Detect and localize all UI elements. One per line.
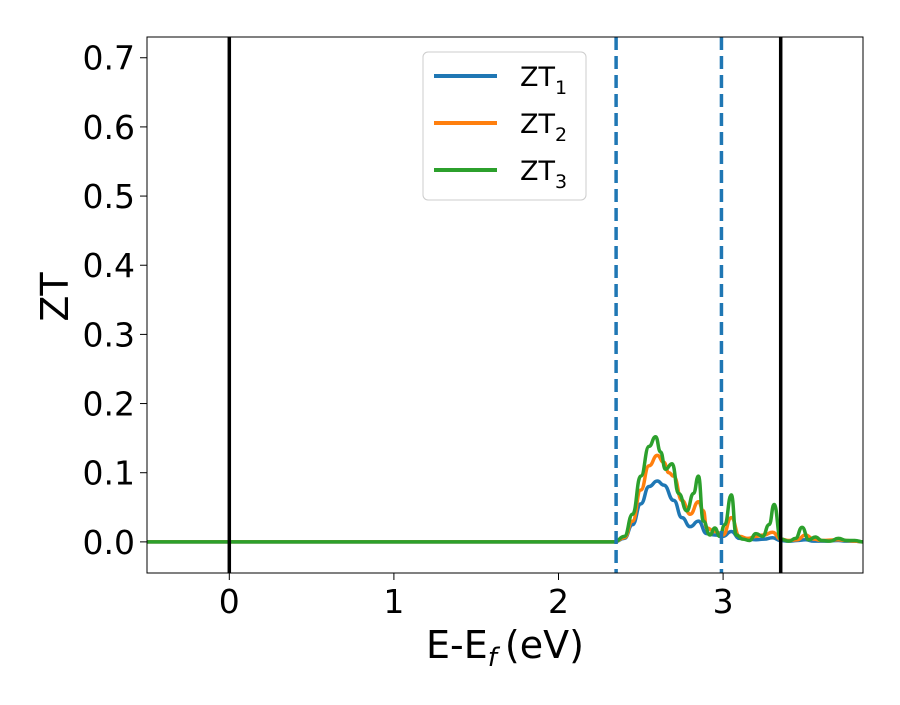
x-tick-label: 1 — [383, 582, 404, 621]
legend-label-1: ZT1 — [520, 62, 567, 99]
x-axis-label: E-Ef (eV) — [426, 623, 584, 673]
y-tick-label: 0.5 — [83, 177, 135, 216]
y-tick-label: 0.4 — [83, 246, 135, 285]
legend-label-2: ZT2 — [520, 109, 567, 146]
y-tick-label: 0.7 — [83, 39, 135, 78]
y-tick-label: 0.2 — [83, 385, 135, 424]
series-line-zt3 — [147, 435, 863, 544]
legend-box — [422, 51, 587, 201]
y-tick-label: 0.1 — [83, 454, 135, 493]
x-axis-label-unit: (eV) — [505, 623, 584, 667]
y-axis-label: ZT — [33, 272, 77, 322]
x-tick-label: 3 — [713, 582, 734, 621]
x-axis-label-subscript: f — [488, 643, 501, 673]
reference-lines-layer — [227, 37, 783, 573]
y-tick-label: 0.3 — [83, 315, 135, 354]
series-line-zt2 — [147, 453, 863, 544]
y-tick-label: 0.6 — [83, 108, 135, 147]
x-axis-ticks: 0 1 2 3 — [219, 573, 734, 621]
legend: ZT1 ZT2 ZT3 — [422, 51, 587, 201]
y-tick-label: 0.0 — [83, 523, 135, 562]
x-tick-label: 0 — [219, 582, 240, 621]
legend-label-3: ZT3 — [520, 156, 567, 193]
x-tick-label: 2 — [548, 582, 569, 621]
plot-frame — [146, 36, 864, 574]
series-layer — [147, 435, 863, 544]
y-axis-ticks: 0.0 0.1 0.2 0.3 0.4 0.5 0.6 0.7 — [83, 39, 147, 562]
